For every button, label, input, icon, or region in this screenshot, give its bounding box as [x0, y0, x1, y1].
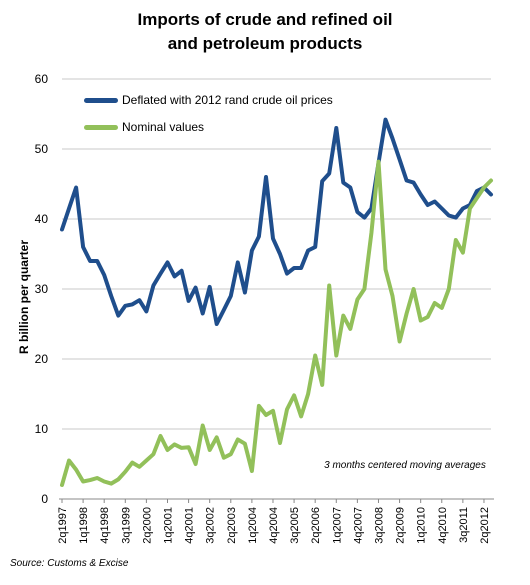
- series-group: [60, 117, 493, 487]
- x-tick-label: 1q2010: [416, 507, 428, 544]
- x-tick-label: 4q2001: [184, 507, 196, 544]
- x-tick-label: 1q2004: [247, 507, 259, 544]
- x-tick-label: 4q2010: [437, 507, 449, 544]
- series-line-deflated: [60, 117, 493, 326]
- x-tick-label: 1q1998: [78, 507, 90, 544]
- y-tick-label: 60: [35, 72, 49, 86]
- series-line-nominal: [60, 159, 493, 487]
- y-tick-label: 0: [41, 492, 48, 506]
- x-tick-label: 2q2006: [310, 507, 322, 544]
- x-tick-label: 4q2007: [352, 507, 364, 544]
- y-tick-label: 40: [35, 212, 49, 226]
- y-tick-label: 50: [35, 142, 49, 156]
- legend-label-nominal: Nominal values: [122, 120, 205, 134]
- x-tick-label: 3q2008: [373, 507, 385, 544]
- x-tick-label: 2q1997: [57, 507, 69, 544]
- y-axis-title: R billion per quarter: [17, 240, 31, 355]
- legend-item-nominal: Nominal values: [84, 119, 204, 135]
- legend-item-deflated: Deflated with 2012 rand crude oil prices: [84, 92, 333, 108]
- x-tick-label: 1q2001: [162, 507, 174, 544]
- x-tick-label: 3q1999: [120, 507, 132, 544]
- chart-title-line-1: Imports of crude and refined oil: [137, 10, 393, 29]
- x-tick-label: 2q2000: [141, 507, 153, 544]
- x-tick-label: 4q1998: [99, 507, 111, 544]
- legend-label-deflated: Deflated with 2012 rand crude oil prices: [122, 93, 333, 107]
- x-tick-label: 1q2007: [331, 507, 343, 544]
- x-tick-label: 2q2012: [479, 507, 491, 544]
- source-note: Source: Customs & Excise: [10, 558, 129, 569]
- x-tick-label: 3q2005: [289, 507, 301, 544]
- legend-swatch-deflated: [84, 97, 118, 103]
- y-axis-ticks: 0 10 20 30 40 50 60: [35, 72, 49, 506]
- y-tick-label: 30: [35, 282, 49, 296]
- chart-title-line-2: and petroleum products: [167, 34, 363, 53]
- x-tick-label: 3q2011: [458, 507, 470, 543]
- x-tick-label: 2q2009: [395, 507, 407, 544]
- x-tick-label: 2q2003: [226, 507, 238, 544]
- x-tick-label: 4q2004: [268, 507, 280, 544]
- y-tick-label: 10: [35, 422, 49, 436]
- x-axis-ticks: 2q1997 1q1998 4q1998 3q1999 2q2000 1q2001 4q20…: [57, 499, 491, 544]
- x-tick-label: 3q2002: [205, 507, 217, 544]
- legend-swatch-nominal: [84, 124, 118, 130]
- y-tick-label: 20: [35, 352, 49, 366]
- chart-annotation: 3 months centered moving averages: [324, 460, 486, 471]
